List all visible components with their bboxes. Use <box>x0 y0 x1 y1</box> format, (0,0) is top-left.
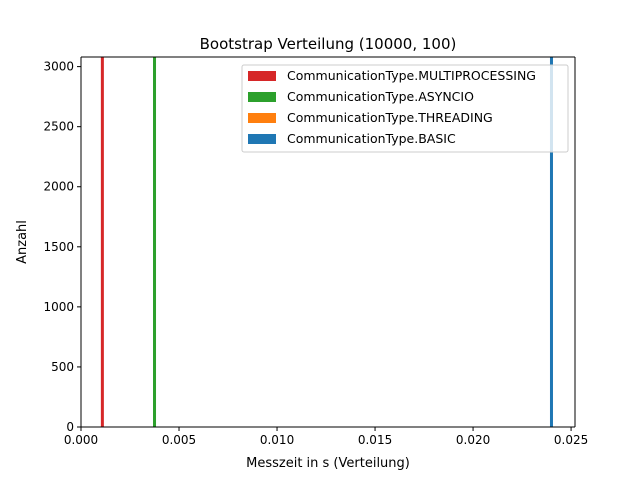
bar-asyncio <box>153 57 157 427</box>
x-tick-label: 0.000 <box>64 433 98 447</box>
y-tick-label: 2500 <box>43 120 74 134</box>
chart-title: Bootstrap Verteilung (10000, 100) <box>200 35 457 53</box>
y-tick-label: 0 <box>66 420 74 434</box>
x-tick-label: 0.025 <box>554 433 588 447</box>
bar-multiprocessing <box>100 57 104 427</box>
x-tick-label: 0.015 <box>358 433 392 447</box>
y-axis-label: Anzahl <box>15 220 30 264</box>
legend-label: CommunicationType.ASYNCIO <box>287 89 474 104</box>
x-ticks: 0.000 0.005 0.010 0.015 0.020 0.025 <box>64 427 588 447</box>
x-axis-label: Messzeit in s (Verteilung) <box>246 456 410 471</box>
y-tick-label: 1500 <box>43 240 74 254</box>
legend-label: CommunicationType.BASIC <box>287 131 456 146</box>
legend-label: CommunicationType.THREADING <box>287 110 493 125</box>
bars <box>100 57 553 427</box>
bar-basic <box>549 57 553 427</box>
legend: CommunicationType.MULTIPROCESSING Communi… <box>241 64 569 153</box>
y-tick-label: 500 <box>51 360 74 374</box>
legend-swatch <box>248 71 276 81</box>
legend-box <box>241 64 569 153</box>
y-tick-label: 2000 <box>43 180 74 194</box>
legend-label: CommunicationType.MULTIPROCESSING <box>287 68 536 83</box>
legend-swatch <box>248 113 276 123</box>
axes <box>80 56 576 428</box>
legend-swatch <box>248 134 276 144</box>
x-tick-label: 0.020 <box>456 433 490 447</box>
x-tick-label: 0.010 <box>260 433 294 447</box>
y-tick-label: 1000 <box>43 300 74 314</box>
legend-swatch <box>248 92 276 102</box>
y-ticks: 0 500 1000 1500 2000 2500 3000 <box>43 60 81 434</box>
y-tick-label: 3000 <box>43 60 74 74</box>
legend-items: CommunicationType.MULTIPROCESSING Communi… <box>248 68 536 146</box>
x-tick-label: 0.005 <box>162 433 196 447</box>
